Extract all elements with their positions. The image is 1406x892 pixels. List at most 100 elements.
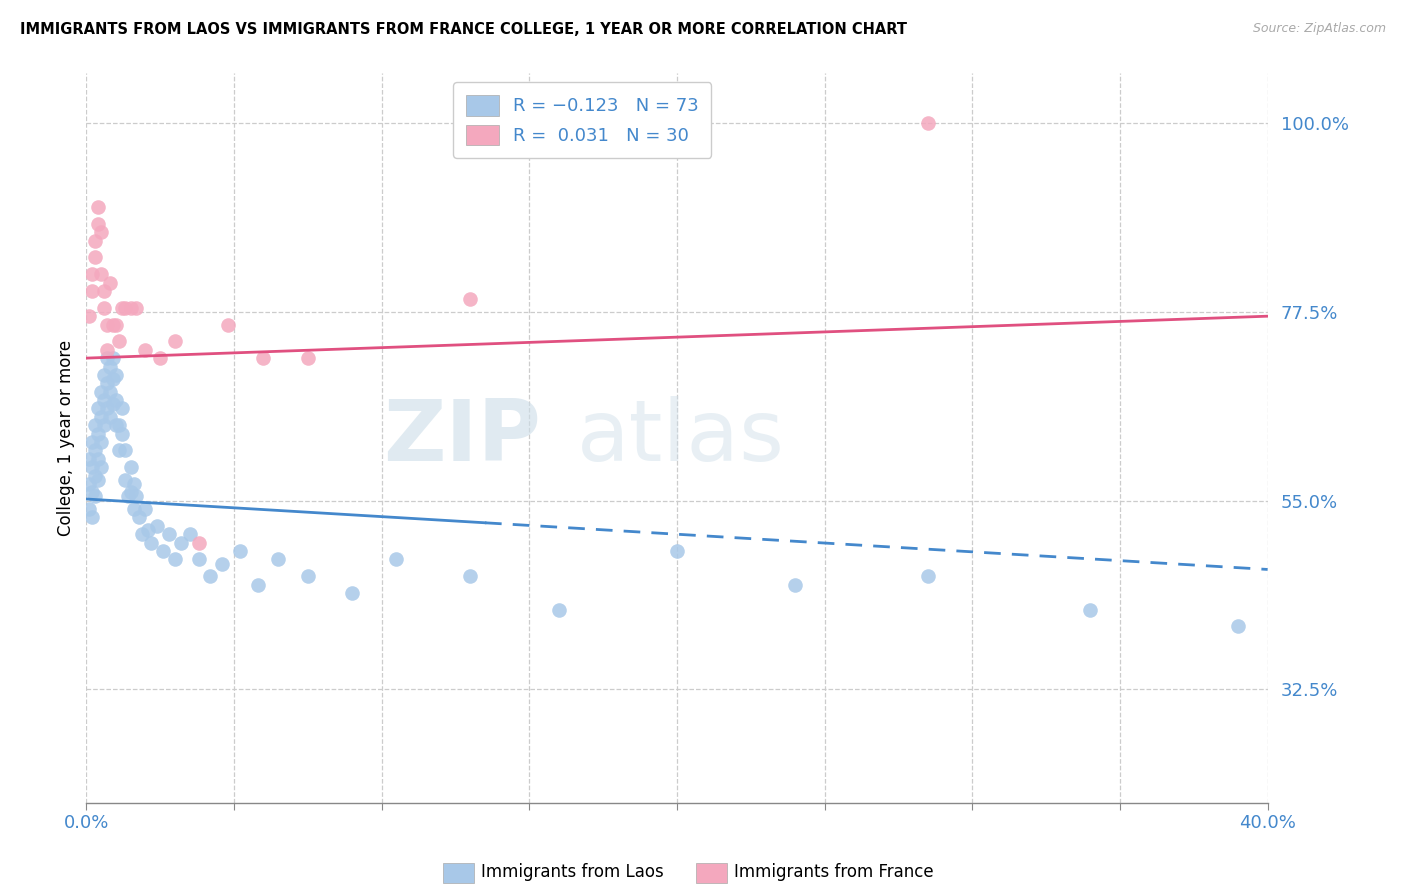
Point <box>117 490 139 504</box>
Point <box>125 490 148 504</box>
Point <box>82 510 104 524</box>
Point <box>98 276 121 290</box>
Point <box>87 426 110 441</box>
Point <box>84 418 107 433</box>
Point <box>783 577 806 591</box>
Point <box>297 351 319 365</box>
Point <box>96 343 118 357</box>
Point <box>187 535 209 549</box>
Point <box>217 318 239 332</box>
Point <box>87 473 110 487</box>
Point <box>111 401 134 416</box>
Point <box>122 477 145 491</box>
Point <box>77 309 100 323</box>
Point <box>146 519 169 533</box>
Point <box>104 368 127 382</box>
Point <box>93 392 115 407</box>
Text: ZIP: ZIP <box>384 396 541 479</box>
Point <box>917 569 939 583</box>
Point <box>107 443 129 458</box>
Point <box>93 301 115 315</box>
Point <box>246 577 269 591</box>
Point <box>90 409 112 424</box>
Point <box>107 418 129 433</box>
Point <box>96 318 118 332</box>
Point <box>77 451 100 466</box>
Point <box>93 368 115 382</box>
Legend: R = −0.123   N = 73, R =  0.031   N = 30: R = −0.123 N = 73, R = 0.031 N = 30 <box>454 82 711 158</box>
Point <box>134 502 156 516</box>
Point <box>98 359 121 374</box>
Point <box>114 301 136 315</box>
Point <box>96 376 118 391</box>
Y-axis label: College, 1 year or more: College, 1 year or more <box>58 340 75 536</box>
Point <box>152 544 174 558</box>
Point <box>297 569 319 583</box>
Point <box>125 301 148 315</box>
Point <box>101 318 124 332</box>
Point <box>120 460 142 475</box>
Point <box>87 401 110 416</box>
Point <box>179 527 201 541</box>
Point <box>120 301 142 315</box>
Point <box>93 284 115 298</box>
Point <box>134 343 156 357</box>
Point <box>87 451 110 466</box>
Point <box>84 443 107 458</box>
Point <box>84 251 107 265</box>
Point <box>128 510 150 524</box>
Point <box>149 351 172 365</box>
Point <box>252 351 274 365</box>
Point <box>104 318 127 332</box>
Point <box>267 552 290 566</box>
Point <box>114 473 136 487</box>
Point <box>82 434 104 449</box>
Point <box>90 267 112 281</box>
Text: Immigrants from France: Immigrants from France <box>734 863 934 881</box>
Point <box>187 552 209 566</box>
Point <box>157 527 180 541</box>
Point <box>340 586 363 600</box>
Point <box>77 502 100 516</box>
Point <box>458 569 481 583</box>
Point <box>82 284 104 298</box>
Point <box>77 477 100 491</box>
Point <box>98 384 121 399</box>
Point <box>120 485 142 500</box>
Point <box>93 418 115 433</box>
Point <box>131 527 153 541</box>
Point <box>1227 619 1250 633</box>
Point <box>90 225 112 239</box>
Point <box>87 200 110 214</box>
Point <box>84 234 107 248</box>
Point <box>114 443 136 458</box>
Point <box>84 468 107 483</box>
Point <box>96 401 118 416</box>
Text: atlas: atlas <box>576 396 785 479</box>
Point <box>101 397 124 411</box>
Point <box>82 460 104 475</box>
Point <box>82 485 104 500</box>
Point <box>122 502 145 516</box>
Point <box>90 460 112 475</box>
Point <box>170 535 193 549</box>
Point <box>229 544 252 558</box>
Point <box>458 293 481 307</box>
Point <box>98 409 121 424</box>
Point <box>82 267 104 281</box>
Text: Source: ZipAtlas.com: Source: ZipAtlas.com <box>1253 22 1386 36</box>
Point <box>917 116 939 130</box>
Point <box>211 557 233 571</box>
Point <box>104 418 127 433</box>
Point <box>141 535 163 549</box>
Text: IMMIGRANTS FROM LAOS VS IMMIGRANTS FROM FRANCE COLLEGE, 1 YEAR OR MORE CORRELATI: IMMIGRANTS FROM LAOS VS IMMIGRANTS FROM … <box>20 22 907 37</box>
Text: Immigrants from Laos: Immigrants from Laos <box>481 863 664 881</box>
Point <box>163 552 186 566</box>
Point <box>665 544 688 558</box>
Point <box>136 523 159 537</box>
Point <box>104 392 127 407</box>
Point <box>107 334 129 349</box>
Point <box>84 490 107 504</box>
Point <box>111 301 134 315</box>
Point <box>101 372 124 386</box>
